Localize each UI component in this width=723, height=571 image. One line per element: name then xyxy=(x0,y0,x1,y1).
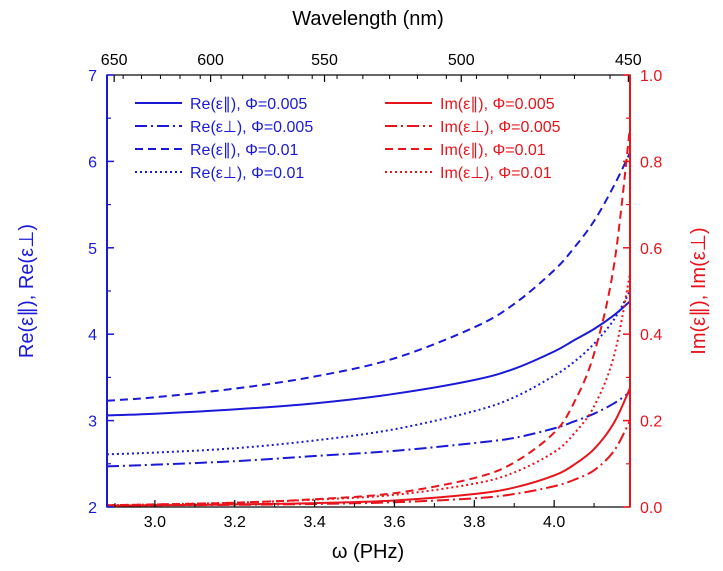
right-tick-label: 0.6 xyxy=(640,241,662,258)
x-tick-label: 3.0 xyxy=(144,514,166,531)
right-tick-label: 0.0 xyxy=(640,500,662,517)
right-tick-label: 0.4 xyxy=(640,327,662,344)
left-tick-label: 6 xyxy=(88,154,97,171)
axes-group: 3.0 3.2 3.4 3.6 3.8 4.0 650 600 550 500 450 2 3 4 5 6 7 0… xyxy=(88,52,662,531)
legend-label: Re(ε∥), Φ=0.005 xyxy=(190,96,307,113)
legend-label: Im(ε∥), Φ=0.01 xyxy=(440,142,546,159)
legend-label: Im(ε⊥), Φ=0.01 xyxy=(440,165,552,182)
left-tick-label: 7 xyxy=(88,68,97,85)
series-line-1 xyxy=(107,300,630,417)
series-line-3 xyxy=(107,152,630,402)
top-axis-title: Wavelength (nm) xyxy=(292,8,444,30)
series-line-7 xyxy=(107,126,630,507)
left-tick-label: 2 xyxy=(88,500,97,517)
legend: Re(ε∥), Φ=0.005 Re(ε⊥), Φ=0.005 Re(ε∥), Φ=… xyxy=(135,96,561,182)
left-axis-title: Re(ε∥), Re(ε⊥) xyxy=(16,224,38,358)
plot-frame xyxy=(106,74,631,508)
series-line-2 xyxy=(107,391,630,468)
left-tick-label: 5 xyxy=(88,241,97,258)
series-group xyxy=(107,126,630,507)
top-tick-label: 500 xyxy=(448,52,475,69)
left-tick-label: 4 xyxy=(88,327,97,344)
x-tick-label: 3.6 xyxy=(383,514,405,531)
top-tick-label: 550 xyxy=(311,52,338,69)
right-axis-title: Im(ε∥), Im(ε⊥) xyxy=(688,227,710,354)
x-axis-title: ω (PHz) xyxy=(332,541,404,563)
right-tick-label: 0.2 xyxy=(640,414,662,431)
left-tick-label: 3 xyxy=(88,414,97,431)
series-line-5 xyxy=(107,387,630,507)
top-tick-label: 450 xyxy=(615,52,642,69)
top-tick-label: 600 xyxy=(197,52,224,69)
right-tick-label: 0.8 xyxy=(640,154,662,171)
x-tick-label: 3.2 xyxy=(224,514,246,531)
x-tick-label: 4.0 xyxy=(543,514,565,531)
legend-label: Re(ε⊥), Φ=0.005 xyxy=(190,119,313,136)
x-tick-label: 3.4 xyxy=(303,514,325,531)
legend-label: Im(ε⊥), Φ=0.005 xyxy=(440,119,561,136)
x-tick-label: 3.8 xyxy=(463,514,485,531)
top-tick-label: 650 xyxy=(101,52,128,69)
legend-label: Im(ε∥), Φ=0.005 xyxy=(440,96,555,113)
legend-label: Re(ε⊥), Φ=0.01 xyxy=(190,165,304,182)
legend-label: Re(ε∥), Φ=0.01 xyxy=(190,142,298,159)
series-line-4 xyxy=(107,290,630,456)
series-line-8 xyxy=(107,273,630,507)
series-line-6 xyxy=(107,420,630,507)
right-tick-label: 1.0 xyxy=(640,68,662,85)
plot-area xyxy=(106,74,631,508)
